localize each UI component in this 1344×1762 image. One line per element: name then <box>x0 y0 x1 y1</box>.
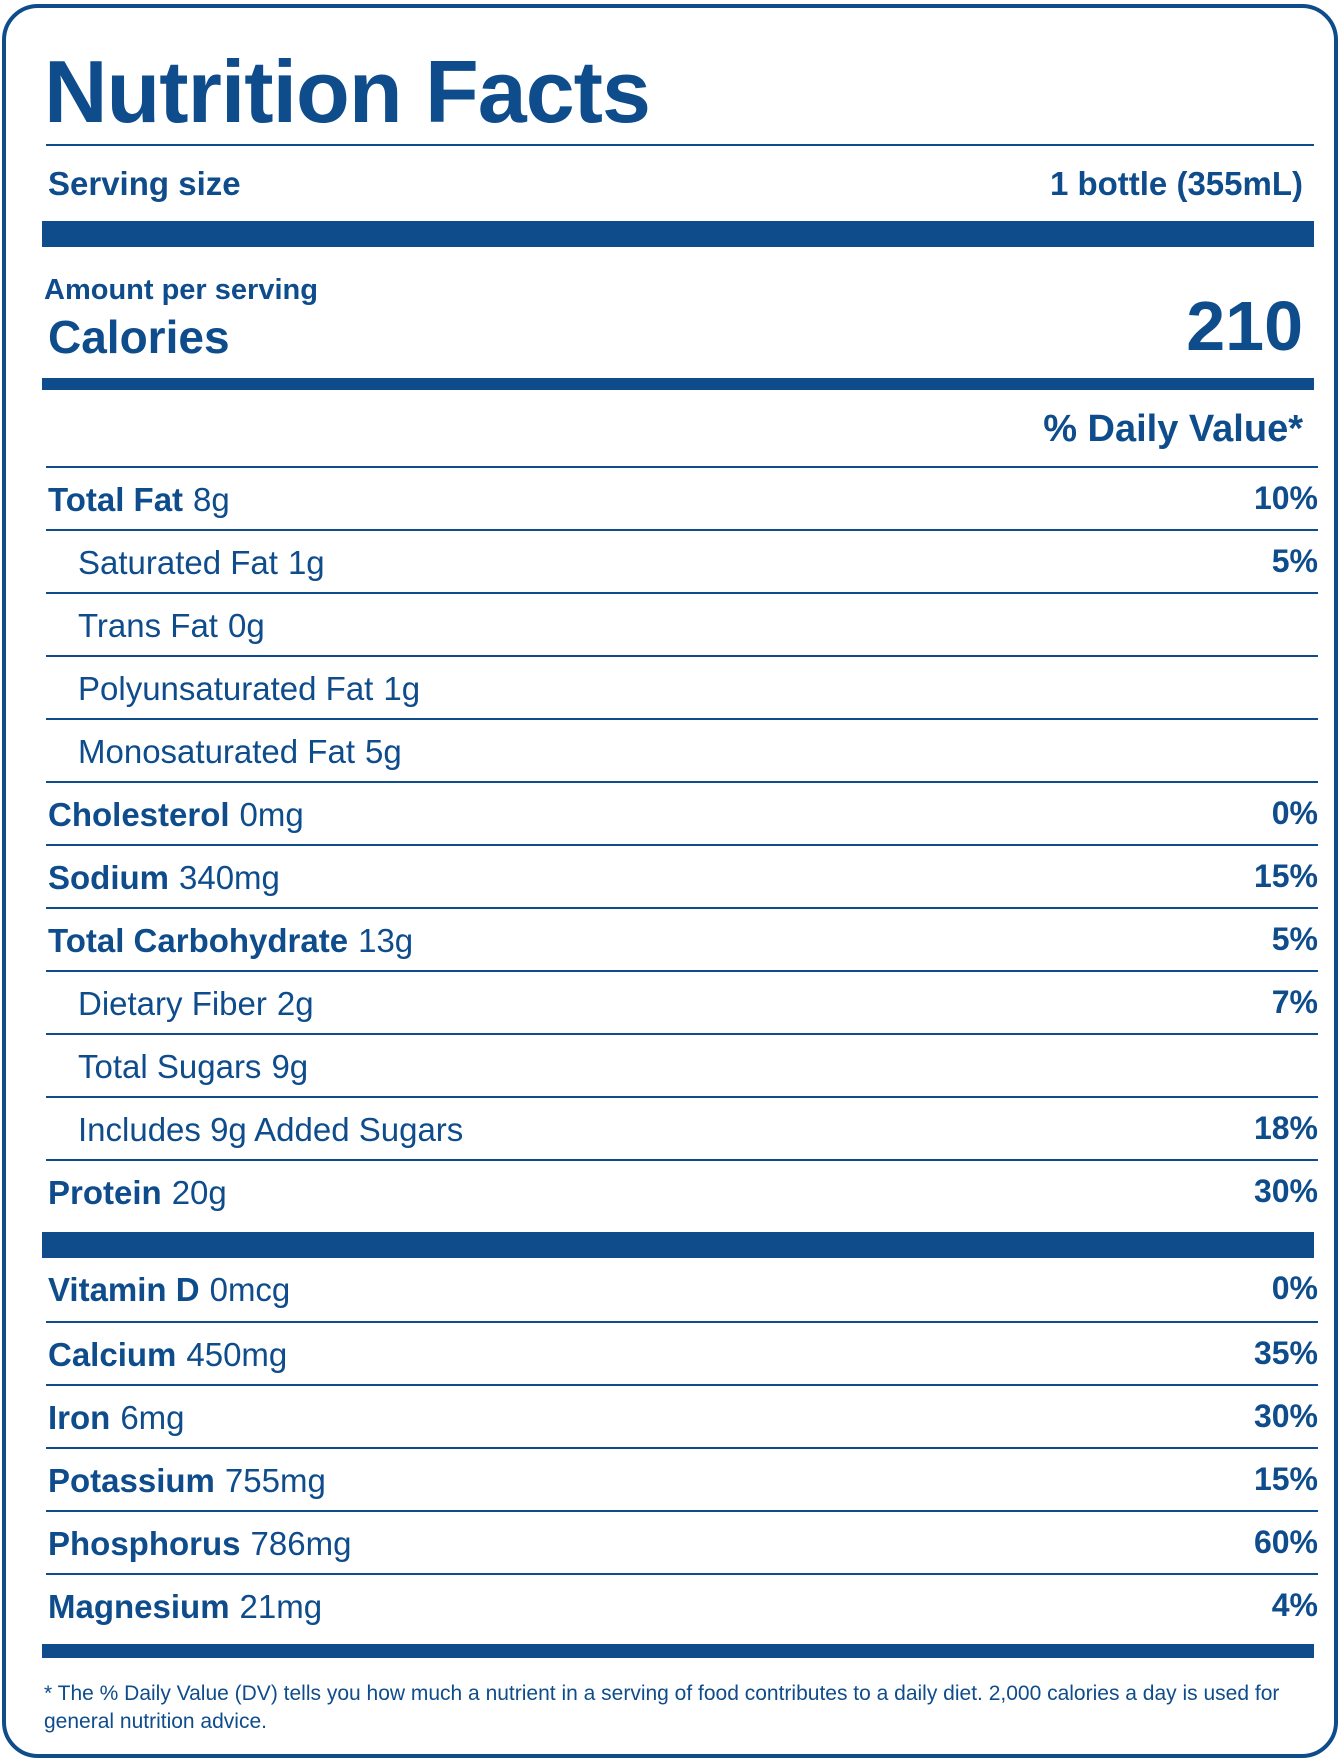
serving-size-value: 1 bottle (355mL) <box>1049 165 1303 202</box>
nutrient-row-cholesterol: Cholesterol 0mg 0% <box>46 781 1318 844</box>
nutrient-dv: 5% <box>1271 921 1318 957</box>
daily-value-header: % Daily Value* <box>1043 408 1303 450</box>
vitamin-dv: 15% <box>1253 1461 1318 1497</box>
nutrient-row-dietary-fiber: Dietary Fiber 2g 7% <box>46 970 1318 1033</box>
vitamin-name: Phosphorus 786mg <box>48 1525 352 1562</box>
vitamin-dv: 0% <box>1271 1270 1318 1306</box>
label-title: Nutrition Facts <box>44 42 651 141</box>
thick-divider-vitamins <box>42 1232 1314 1258</box>
vitamin-name: Vitamin D 0mcg <box>48 1271 291 1308</box>
nutrient-row-polyunsaturated-fat: Polyunsaturated Fat 1g <box>46 655 1318 718</box>
vitamin-name: Potassium 755mg <box>48 1462 326 1499</box>
vitamin-name: Calcium 450mg <box>48 1336 288 1373</box>
nutrient-row-total-sugars: Total Sugars 9g <box>46 1033 1318 1096</box>
nutrient-dv: 15% <box>1253 858 1318 894</box>
vitamin-row-iron: Iron 6mg 30% <box>46 1384 1318 1447</box>
vitamin-row-potassium: Potassium 755mg 15% <box>46 1447 1318 1510</box>
nutrient-name: Trans Fat 0g <box>78 607 265 644</box>
nutrient-dv: 0% <box>1271 795 1318 831</box>
vitamin-row-calcium: Calcium 450mg 35% <box>46 1321 1318 1384</box>
vitamin-name: Iron 6mg <box>48 1399 185 1436</box>
vitamin-dv: 35% <box>1253 1335 1318 1371</box>
nutrition-label: Nutrition Facts Serving size 1 bottle (3… <box>2 4 1338 1758</box>
medium-divider <box>42 378 1314 390</box>
vitamin-row-vitamin-d: Vitamin D 0mcg 0% <box>46 1258 1318 1321</box>
vitamin-row-phosphorus: Phosphorus 786mg 60% <box>46 1510 1318 1573</box>
nutrient-name: Total Carbohydrate 13g <box>48 922 414 959</box>
calories-value: 210 <box>1186 287 1303 365</box>
vitamin-row-magnesium: Magnesium 21mg 4% <box>46 1573 1318 1636</box>
nutrient-row-sodium: Sodium 340mg 15% <box>46 844 1318 907</box>
calories-label: Calories <box>48 311 230 363</box>
nutrient-name: Includes 9g Added Sugars <box>78 1111 464 1148</box>
nutrient-name: Total Fat 8g <box>48 481 230 518</box>
title-divider <box>46 144 1314 146</box>
nutrient-row-trans-fat: Trans Fat 0g <box>46 592 1318 655</box>
nutrient-row-protein: Protein 20g 30% <box>46 1159 1318 1222</box>
nutrient-name: Sodium 340mg <box>48 859 280 896</box>
vitamin-name: Magnesium 21mg <box>48 1588 323 1625</box>
nutrient-name: Protein 20g <box>48 1174 227 1211</box>
nutrient-name: Polyunsaturated Fat 1g <box>78 670 421 707</box>
vitamin-dv: 60% <box>1253 1524 1318 1560</box>
nutrient-name: Total Sugars 9g <box>78 1048 309 1085</box>
nutrient-dv: 18% <box>1253 1110 1318 1146</box>
nutrient-dv: 10% <box>1253 480 1318 516</box>
vitamin-dv: 4% <box>1271 1587 1318 1623</box>
vitamin-dv: 30% <box>1253 1398 1318 1434</box>
daily-value-footnote: * The % Daily Value (DV) tells you how m… <box>44 1682 1280 1733</box>
amount-per-serving: Amount per serving <box>44 274 318 306</box>
nutrient-row-total-carbohydrate: Total Carbohydrate 13g 5% <box>46 907 1318 970</box>
nutrient-name: Cholesterol 0mg <box>48 796 304 833</box>
nutrient-row-saturated-fat: Saturated Fat 1g 5% <box>46 529 1318 592</box>
nutrient-dv: 7% <box>1271 984 1318 1020</box>
nutrient-name: Saturated Fat 1g <box>78 544 325 581</box>
nutrient-row-total-fat: Total Fat 8g 10% <box>46 466 1318 529</box>
nutrient-dv: 30% <box>1253 1173 1318 1209</box>
nutrient-name: Dietary Fiber 2g <box>78 985 314 1022</box>
nutrient-name: Monosaturated Fat 5g <box>78 733 402 770</box>
thick-divider-top <box>42 221 1314 247</box>
serving-size-label: Serving size <box>48 165 241 202</box>
medium-divider-bottom <box>42 1644 1314 1658</box>
nutrient-row-monosaturated-fat: Monosaturated Fat 5g <box>46 718 1318 781</box>
nutrient-dv: 5% <box>1271 543 1318 579</box>
nutrient-row-added-sugars: Includes 9g Added Sugars 18% <box>46 1096 1318 1159</box>
